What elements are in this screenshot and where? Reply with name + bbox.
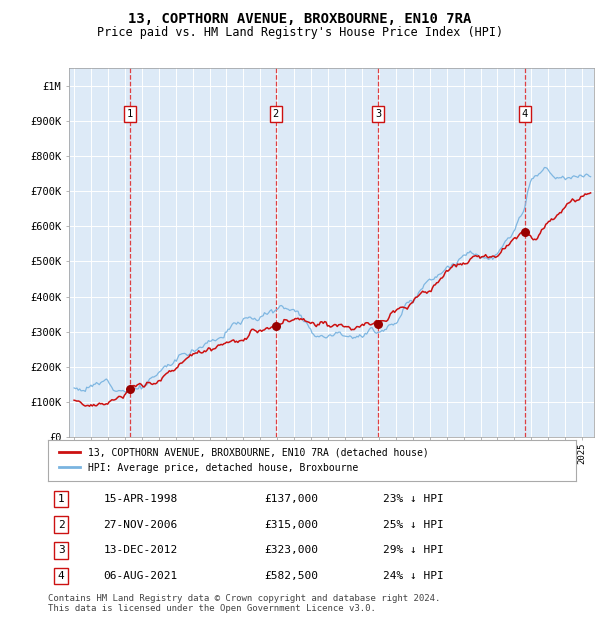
Text: 13, COPTHORN AVENUE, BROXBOURNE, EN10 7RA: 13, COPTHORN AVENUE, BROXBOURNE, EN10 7R… [128, 12, 472, 27]
Text: £582,500: £582,500 [265, 571, 319, 581]
Text: 29% ↓ HPI: 29% ↓ HPI [383, 545, 444, 556]
Text: Contains HM Land Registry data © Crown copyright and database right 2024.
This d: Contains HM Land Registry data © Crown c… [48, 594, 440, 613]
Text: £323,000: £323,000 [265, 545, 319, 556]
Text: 1: 1 [127, 109, 133, 119]
Text: 1: 1 [58, 494, 65, 504]
Text: 15-APR-1998: 15-APR-1998 [103, 494, 178, 504]
Text: £315,000: £315,000 [265, 520, 319, 529]
Text: 2: 2 [272, 109, 279, 119]
Text: 06-AUG-2021: 06-AUG-2021 [103, 571, 178, 581]
Text: 4: 4 [58, 571, 65, 581]
Text: 13-DEC-2012: 13-DEC-2012 [103, 545, 178, 556]
Text: 24% ↓ HPI: 24% ↓ HPI [383, 571, 444, 581]
Legend: 13, COPTHORN AVENUE, BROXBOURNE, EN10 7RA (detached house), HPI: Average price, : 13, COPTHORN AVENUE, BROXBOURNE, EN10 7R… [53, 442, 434, 479]
Text: 3: 3 [375, 109, 381, 119]
Text: 23% ↓ HPI: 23% ↓ HPI [383, 494, 444, 504]
Text: Price paid vs. HM Land Registry's House Price Index (HPI): Price paid vs. HM Land Registry's House … [97, 26, 503, 39]
Text: 27-NOV-2006: 27-NOV-2006 [103, 520, 178, 529]
Text: 3: 3 [58, 545, 65, 556]
Text: 2: 2 [58, 520, 65, 529]
Text: 25% ↓ HPI: 25% ↓ HPI [383, 520, 444, 529]
Text: £137,000: £137,000 [265, 494, 319, 504]
Text: 4: 4 [521, 109, 527, 119]
